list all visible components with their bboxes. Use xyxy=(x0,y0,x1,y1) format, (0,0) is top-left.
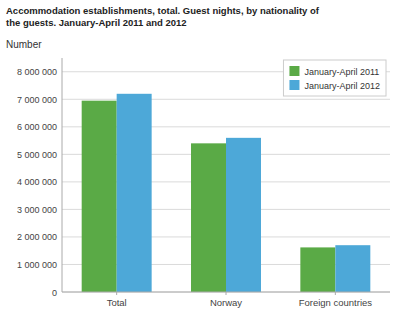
legend: January-April 2011 January-April 2012 xyxy=(283,60,386,96)
y-tick-label: 3 000 000 xyxy=(17,205,57,215)
y-tick-label: 1 000 000 xyxy=(17,260,57,270)
legend-box xyxy=(283,60,386,96)
y-tick-label: 5 000 000 xyxy=(17,150,57,160)
x-tick xyxy=(226,292,227,295)
y-tick-label: 7 000 000 xyxy=(17,95,57,105)
x-tick xyxy=(116,292,117,295)
title: Accommodation establishments, total. Gue… xyxy=(6,5,320,28)
x-tick-label: Foreign countries xyxy=(299,297,373,308)
x-tick xyxy=(335,292,336,295)
bar xyxy=(300,247,335,292)
grid-line xyxy=(62,99,390,100)
legend-swatch xyxy=(289,80,299,90)
bar xyxy=(226,138,261,292)
y-tick-label: 0 xyxy=(52,288,57,298)
y-label: Number xyxy=(6,39,42,50)
y-tick-label: 4 000 000 xyxy=(17,177,57,187)
bars xyxy=(82,94,371,292)
x-tick-label: Total xyxy=(107,297,127,308)
y-tick-label: 6 000 000 xyxy=(17,122,57,132)
y-axis-line xyxy=(62,58,63,292)
bar xyxy=(191,143,226,292)
legend-swatch xyxy=(289,66,299,76)
grid xyxy=(62,72,390,292)
chart: Accommodation establishments, total. Gue… xyxy=(0,0,400,320)
bar xyxy=(335,245,370,292)
bar xyxy=(82,101,117,292)
x-tick-label: Norway xyxy=(210,297,242,308)
legend-label: January-April 2012 xyxy=(304,81,380,91)
y-tick-label: 2 000 000 xyxy=(17,232,57,242)
legend-label: January-April 2011 xyxy=(304,67,379,77)
bar xyxy=(117,94,152,292)
y-tick-label: 8 000 000 xyxy=(17,67,57,77)
